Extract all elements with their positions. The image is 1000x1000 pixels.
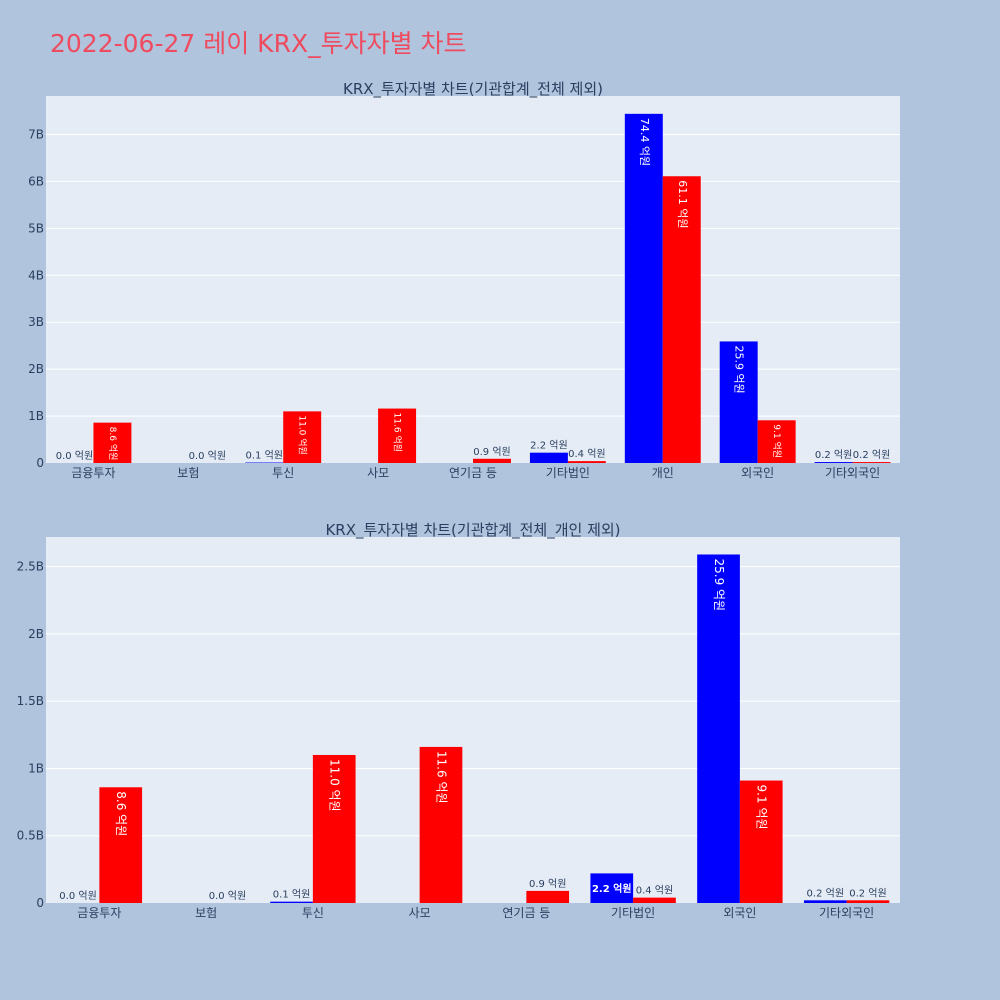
y-tick-label: 4B [28,268,44,282]
data-label: 9.1 억원 [771,424,783,458]
plot-area-1 [46,96,900,463]
data-label: 25.9 억원 [712,558,726,611]
x-tick-label: 기타법인 [546,466,590,480]
data-label: 0.9 억원 [529,878,566,890]
data-label: 0.9 억원 [473,446,510,458]
y-tick-label: 0 [36,456,44,470]
bar-sell [662,176,701,463]
data-label: 0.4 억원 [636,885,673,897]
x-tick-label: 연기금 등 [502,906,550,920]
data-label: 0.0 억원 [56,450,93,462]
y-tick-label: 6B [28,174,44,188]
bar-sell [378,408,417,463]
data-label: 0.4 억원 [568,448,605,460]
data-label: 0.2 억원 [853,449,890,461]
bar-sell [99,787,143,903]
x-tick-label: 투신 [302,906,324,920]
bar-sell [312,754,356,903]
data-label: 11.0 억원 [328,759,342,812]
x-tick-label: 사모 [409,906,431,920]
chart-title-2: KRX_투자자별 차트(기관합계_전체_개인 제외) [325,521,620,540]
bar-buy [814,462,853,463]
y-tick-label: 0.5B [17,829,44,843]
data-label: 0.0 억원 [209,890,246,902]
data-label: 25.9 억원 [733,345,746,393]
data-label: 8.6 억원 [107,427,119,461]
bar-sell [473,458,511,463]
y-tick-label: 3B [28,315,44,329]
bar-buy [590,873,634,903]
y-tick-label: 2.5B [17,560,44,574]
bar-sell [852,462,891,463]
x-tick-label: 금융투자 [77,906,121,920]
page-title: 2022-06-27 레이 KRX_투자자별 차트 [50,29,467,58]
data-label: 0.2 억원 [807,887,844,899]
chart-title-1: KRX_투자자별 차트(기관합계_전체 제외) [343,80,603,99]
x-tick-label: 외국인 [741,466,774,480]
data-label: 0.0 억원 [59,890,96,902]
bar-buy [270,901,313,903]
bar-buy [697,554,740,903]
y-tick-label: 2B [28,362,44,376]
x-tick-label: 연기금 등 [449,466,497,480]
y-tick-label: 5B [28,221,44,235]
x-tick-label: 보험 [195,906,217,920]
bar-sell [93,422,132,463]
bar-sell [846,900,890,903]
data-label: 9.1 억원 [755,785,769,830]
y-tick-label: 7B [28,127,44,141]
data-label: 0.2 억원 [849,887,886,899]
bar-buy [719,341,758,463]
data-label: 0.1 억원 [273,889,310,901]
x-tick-label: 개인 [652,466,674,480]
bar-sell [419,746,463,903]
bar-sell [526,890,570,903]
bar-buy [803,900,847,903]
bar-sell [633,897,676,903]
y-tick-label: 0 [36,896,44,910]
x-tick-label: 기타법인 [611,906,655,920]
data-label: 11.6 억원 [434,751,448,804]
data-label: 2.2 억원 [592,882,632,895]
data-label: 0.1 억원 [246,450,283,462]
x-tick-label: 금융투자 [71,466,115,480]
y-tick-label: 1B [28,409,44,423]
data-label: 0.2 억원 [815,449,852,461]
x-tick-label: 투신 [272,466,294,480]
data-label: 74.4 억원 [638,118,651,166]
bar-sell [739,780,783,903]
data-label: 11.0 억원 [297,415,309,454]
data-label: 61.1 억원 [676,180,689,228]
x-tick-label: 기타외국인 [825,466,880,480]
bar-sell [283,411,322,463]
data-label: 11.6 억원 [392,413,404,452]
x-tick-label: 외국인 [723,906,756,920]
data-label: 0.0 억원 [189,450,226,462]
data-label: 8.6 억원 [114,791,128,836]
y-tick-label: 1.5B [17,694,44,708]
bar-buy [529,452,568,463]
x-tick-label: 사모 [367,466,389,480]
data-label: 2.2 억원 [530,440,567,452]
bar-sell [757,420,796,463]
y-tick-label: 2B [28,627,44,641]
y-tick-label: 1B [28,761,44,775]
x-tick-label: 기타외국인 [819,906,874,920]
bar-buy [624,113,663,463]
bar-sell [567,461,606,463]
x-tick-label: 보험 [177,466,199,480]
